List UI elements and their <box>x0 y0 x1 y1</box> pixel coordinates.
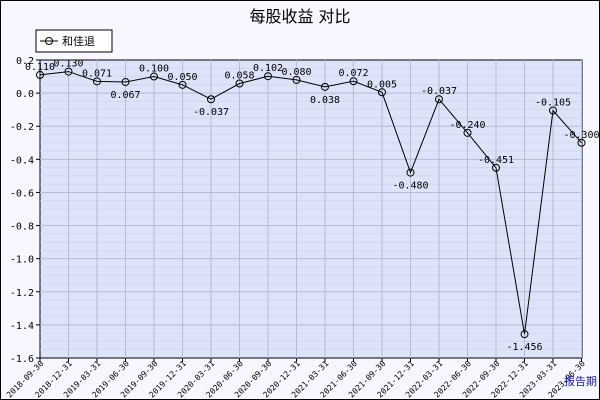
y-tick-label: 0.2 <box>16 56 34 67</box>
data-point <box>406 168 415 177</box>
data-point <box>378 88 386 97</box>
data-point <box>207 95 215 104</box>
data-label: 0.100 <box>139 64 169 75</box>
data-label: 0.058 <box>224 71 254 82</box>
data-label: 0.050 <box>167 72 197 83</box>
legend-box <box>35 29 113 53</box>
data-point <box>121 78 130 87</box>
data-point <box>321 82 329 91</box>
y-tick-label: -0.6 <box>10 188 34 199</box>
data-point <box>463 128 472 137</box>
y-tick-label: -0.4 <box>10 155 34 166</box>
chart-title: 每股收益 对比 <box>249 7 350 26</box>
data-label: 0.071 <box>82 68 112 79</box>
legend: 和佳退 <box>35 29 113 53</box>
y-tick-label: -1.2 <box>10 288 34 299</box>
series-line-path <box>39 71 582 335</box>
data-point <box>264 72 272 81</box>
data-label: 0.072 <box>338 68 368 79</box>
data-label: 0.102 <box>253 63 283 74</box>
data-label: -0.037 <box>421 86 457 97</box>
data-label: 0.130 <box>53 59 83 70</box>
data-point <box>520 330 529 339</box>
data-point <box>64 67 73 76</box>
y-tick-label: -0.2 <box>10 122 34 133</box>
y-tick-label: -0.8 <box>10 222 34 233</box>
data-label: -0.037 <box>193 107 229 118</box>
data-point <box>435 95 443 104</box>
series-line <box>36 67 586 339</box>
data-point <box>93 77 101 86</box>
data-label: 0.110 <box>25 62 55 73</box>
data-point <box>178 80 187 89</box>
data-point <box>549 106 557 115</box>
data-label: 0.038 <box>310 95 340 106</box>
data-label: -0.451 <box>478 155 514 166</box>
y-tick-label: -1.4 <box>10 321 34 332</box>
x-axis-ticks: 2018-09-302018-12-312019-03-312019-06-30… <box>5 358 587 399</box>
data-label: 0.080 <box>281 67 311 78</box>
data-label: -0.480 <box>392 181 428 192</box>
data-point <box>36 70 44 79</box>
y-tick-label: 0.0 <box>16 89 34 100</box>
data-point <box>150 72 158 81</box>
data-label: -1.456 <box>506 342 542 353</box>
y-tick-label: -1.0 <box>10 255 34 266</box>
data-point <box>235 79 244 88</box>
data-label: 0.005 <box>367 79 397 90</box>
data-point <box>577 138 586 147</box>
data-point <box>292 75 301 84</box>
data-label: -0.240 <box>449 120 485 131</box>
legend-marker <box>45 37 53 45</box>
y-axis-ticks: -1.6 -1.4 -1.2 -1.0 -0.8 -0.6 -0.4 -0.2 0.0 0.2 <box>10 56 40 365</box>
data-point <box>492 163 500 172</box>
data-point <box>349 77 358 86</box>
legend-label: 和佳退 <box>62 34 95 48</box>
y-tick-label: -1.6 <box>10 354 34 365</box>
x-axis-label: 报告期 <box>564 374 597 388</box>
data-label: 0.067 <box>110 90 140 101</box>
grid <box>40 60 582 358</box>
data-label: -0.105 <box>535 97 571 108</box>
data-label: -0.300 <box>563 130 599 141</box>
